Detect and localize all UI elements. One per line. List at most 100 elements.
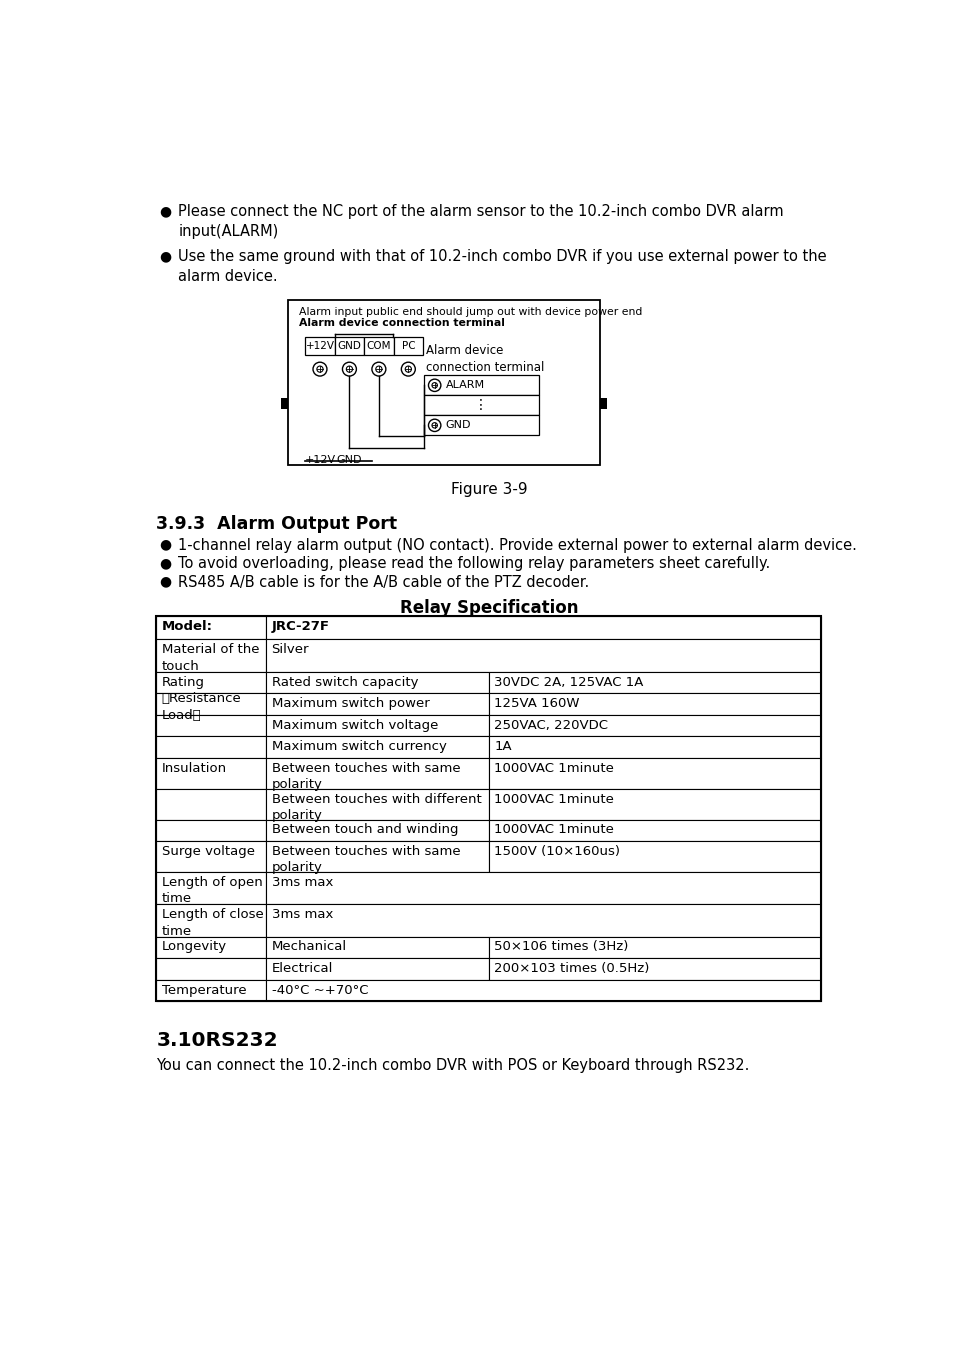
Text: Length of open
time: Length of open time	[162, 876, 262, 906]
Text: -40°C ~+70°C: -40°C ~+70°C	[272, 984, 368, 996]
Text: 1500V (10×160us): 1500V (10×160us)	[494, 845, 619, 859]
Bar	[156, 736, 266, 757]
Bar	[156, 980, 266, 1002]
Bar	[266, 819, 488, 841]
Bar	[156, 617, 821, 1002]
Bar	[266, 617, 821, 640]
Text: +12V: +12V	[304, 455, 335, 464]
Text: 3.10RS232: 3.10RS232	[156, 1030, 277, 1049]
Text: 1A: 1A	[494, 740, 512, 753]
Bar	[364, 336, 394, 355]
Bar	[488, 937, 821, 958]
Text: Silver: Silver	[272, 643, 309, 656]
Bar	[266, 672, 488, 694]
Text: Insulation: Insulation	[162, 761, 227, 775]
Text: GND: GND	[337, 342, 361, 351]
Bar	[156, 694, 266, 716]
Text: 3ms max: 3ms max	[272, 876, 333, 888]
Bar	[156, 841, 266, 872]
Bar	[488, 672, 821, 694]
Text: 125VA 160W: 125VA 160W	[494, 697, 579, 710]
Text: Material of the
touch: Material of the touch	[162, 643, 259, 672]
Text: +12V: +12V	[305, 342, 335, 351]
Bar	[156, 757, 266, 788]
Text: Length of close
time: Length of close time	[162, 909, 263, 938]
Text: 250VAC, 220VDC: 250VAC, 220VDC	[494, 718, 608, 732]
Bar	[156, 672, 266, 694]
Bar	[488, 716, 821, 736]
Bar	[488, 841, 821, 872]
Bar	[156, 872, 266, 904]
Bar	[281, 398, 288, 409]
Text: Model:: Model:	[162, 620, 213, 633]
Text: 200×103 times (0.5Hz): 200×103 times (0.5Hz)	[494, 963, 649, 975]
Text: GND: GND	[445, 420, 471, 431]
Bar	[266, 757, 488, 788]
Bar	[423, 416, 537, 435]
Text: Temperature: Temperature	[162, 984, 246, 996]
Text: Relay Specification: Relay Specification	[399, 599, 578, 617]
Bar	[156, 904, 266, 937]
Bar	[423, 396, 537, 416]
Bar	[156, 788, 266, 819]
Bar	[266, 716, 488, 736]
Text: To avoid overloading, please read the following relay parameters sheet carefully: To avoid overloading, please read the fo…	[178, 556, 770, 571]
Bar	[156, 640, 266, 672]
Text: Maximum switch voltage: Maximum switch voltage	[272, 718, 437, 732]
Bar	[394, 336, 422, 355]
Text: RS485 A/B cable is for the A/B cable of the PTZ decoder.: RS485 A/B cable is for the A/B cable of …	[178, 575, 589, 590]
Bar	[488, 788, 821, 819]
Text: You can connect the 10.2-inch combo DVR with POS or Keyboard through RS232.: You can connect the 10.2-inch combo DVR …	[156, 1057, 749, 1072]
Text: ●: ●	[159, 537, 172, 552]
Text: ●: ●	[159, 248, 172, 263]
Text: COM: COM	[366, 342, 391, 351]
Text: 3ms max: 3ms max	[272, 909, 333, 921]
Text: Maximum switch power: Maximum switch power	[272, 697, 429, 710]
Text: 1000VAC 1minute: 1000VAC 1minute	[494, 792, 614, 806]
Bar	[266, 694, 488, 716]
Text: ●: ●	[159, 204, 172, 219]
Bar	[423, 375, 537, 396]
Bar	[266, 841, 488, 872]
Bar	[599, 398, 606, 409]
Bar	[488, 736, 821, 757]
Bar	[266, 872, 821, 904]
Text: 1000VAC 1minute: 1000VAC 1minute	[494, 761, 614, 775]
Bar	[266, 980, 821, 1002]
Text: Rating
〈Resistance
Load〉: Rating 〈Resistance Load〉	[162, 675, 241, 722]
Text: JRC-27F: JRC-27F	[272, 620, 329, 633]
Bar	[266, 640, 821, 672]
Text: Surge voltage: Surge voltage	[162, 845, 254, 859]
Bar	[488, 694, 821, 716]
Text: ●: ●	[159, 575, 172, 589]
Bar	[488, 958, 821, 980]
Text: 1000VAC 1minute: 1000VAC 1minute	[494, 824, 614, 837]
Text: Rated switch capacity: Rated switch capacity	[272, 675, 417, 688]
Bar	[266, 937, 488, 958]
Bar	[156, 716, 266, 736]
Text: Alarm input public end should jump out with device power end: Alarm input public end should jump out w…	[298, 306, 641, 317]
Text: Mechanical: Mechanical	[272, 941, 346, 953]
Text: ●: ●	[159, 556, 172, 570]
Text: Maximum switch currency: Maximum switch currency	[272, 740, 446, 753]
Text: Between touches with same
polarity: Between touches with same polarity	[272, 845, 459, 875]
Bar	[156, 958, 266, 980]
Text: 1-channel relay alarm output (NO contact). Provide external power to external al: 1-channel relay alarm output (NO contact…	[178, 537, 856, 552]
Text: PC: PC	[401, 342, 415, 351]
Text: Please connect the NC port of the alarm sensor to the 10.2-inch combo DVR alarm
: Please connect the NC port of the alarm …	[178, 204, 783, 239]
Bar	[488, 757, 821, 788]
Text: Between touches with different
polarity: Between touches with different polarity	[272, 792, 481, 822]
Bar	[266, 904, 821, 937]
Text: ⋮: ⋮	[474, 398, 488, 412]
Text: Figure 3-9: Figure 3-9	[450, 482, 527, 497]
Text: Longevity: Longevity	[162, 941, 227, 953]
Bar	[488, 819, 821, 841]
Bar	[156, 819, 266, 841]
Text: Electrical: Electrical	[272, 963, 333, 975]
Bar	[288, 300, 599, 466]
Bar	[266, 958, 488, 980]
Bar	[335, 336, 364, 355]
Text: ALARM: ALARM	[445, 381, 484, 390]
Text: Alarm device connection terminal: Alarm device connection terminal	[298, 317, 504, 328]
Text: Between touch and winding: Between touch and winding	[272, 824, 457, 837]
